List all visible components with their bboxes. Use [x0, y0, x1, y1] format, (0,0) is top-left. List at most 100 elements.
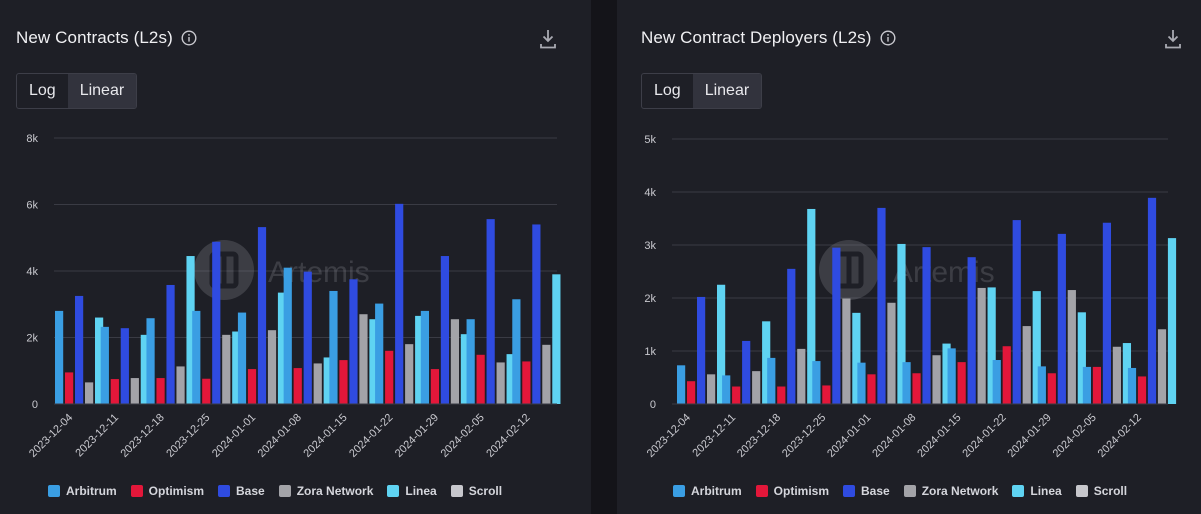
- bar-zora-network[interactable]: [752, 371, 761, 404]
- bar-zora-network[interactable]: [1112, 346, 1122, 404]
- legend-item-base[interactable]: Base: [218, 484, 265, 498]
- bar-arbitrum[interactable]: [1037, 366, 1046, 404]
- legend-item-optimism[interactable]: Optimism: [130, 484, 204, 498]
- legend-item-arbitrum[interactable]: Arbitrum: [673, 484, 742, 498]
- bar-arbitrum[interactable]: [100, 326, 109, 404]
- bar-zora-network[interactable]: [450, 319, 460, 404]
- bar-linea[interactable]: [95, 317, 104, 404]
- bar-arbitrum[interactable]: [283, 267, 292, 404]
- bar-linea[interactable]: [506, 354, 515, 404]
- bar-base[interactable]: [349, 279, 358, 404]
- bar-zora-network[interactable]: [85, 382, 94, 404]
- legend-item-zora-network[interactable]: Zora Network: [903, 484, 998, 498]
- bar-optimism[interactable]: [912, 373, 921, 404]
- bar-base[interactable]: [486, 219, 495, 404]
- legend-item-arbitrum[interactable]: Arbitrum: [48, 484, 117, 498]
- bar-linea[interactable]: [140, 334, 149, 404]
- bar-arbitrum[interactable]: [237, 312, 247, 404]
- bar-arbitrum[interactable]: [902, 362, 911, 404]
- bar-base[interactable]: [697, 296, 706, 404]
- bar-arbitrum[interactable]: [947, 348, 956, 404]
- bar-optimism[interactable]: [687, 381, 696, 404]
- bar-base[interactable]: [832, 247, 841, 404]
- bar-arbitrum[interactable]: [857, 362, 866, 404]
- bar-base[interactable]: [395, 203, 404, 404]
- info-circle-icon[interactable]: [181, 30, 197, 46]
- bar-linea[interactable]: [369, 319, 378, 404]
- bar-optimism[interactable]: [522, 361, 531, 404]
- bar-linea[interactable]: [323, 357, 332, 404]
- bar-arbitrum[interactable]: [146, 318, 155, 404]
- bar-zora-network[interactable]: [977, 287, 986, 404]
- bar-base[interactable]: [967, 257, 976, 404]
- bar-base[interactable]: [1102, 222, 1112, 404]
- bar-zora-network[interactable]: [496, 362, 505, 404]
- bar-zora-network[interactable]: [176, 366, 185, 404]
- bar-base[interactable]: [787, 268, 796, 404]
- bar-linea[interactable]: [415, 315, 424, 404]
- bar-optimism[interactable]: [156, 378, 165, 404]
- bar-arbitrum[interactable]: [512, 299, 521, 404]
- bar-arbitrum[interactable]: [466, 319, 475, 404]
- bar-linea[interactable]: [277, 292, 287, 404]
- bar-zora-network[interactable]: [405, 344, 414, 404]
- bar-zora-network[interactable]: [222, 334, 231, 404]
- bar-base[interactable]: [120, 328, 129, 404]
- bar-arbitrum[interactable]: [329, 290, 338, 404]
- bar-arbitrum[interactable]: [420, 310, 430, 404]
- bar-linea[interactable]: [552, 274, 561, 404]
- bar-linea[interactable]: [232, 331, 241, 404]
- bar-zora-network[interactable]: [313, 363, 322, 404]
- bar-linea[interactable]: [1032, 291, 1041, 404]
- bar-base[interactable]: [877, 207, 886, 404]
- legend-item-base[interactable]: Base: [843, 484, 890, 498]
- bar-linea[interactable]: [987, 287, 996, 404]
- bar-zora-network[interactable]: [130, 378, 139, 404]
- bar-zora-network[interactable]: [1067, 290, 1076, 404]
- bar-arbitrum[interactable]: [677, 365, 686, 404]
- bar-linea[interactable]: [1122, 343, 1132, 404]
- bar-zora-network[interactable]: [887, 302, 896, 404]
- bar-linea[interactable]: [897, 243, 906, 404]
- download-icon[interactable]: [1164, 28, 1182, 50]
- bar-arbitrum[interactable]: [992, 360, 1001, 404]
- bar-linea[interactable]: [1077, 312, 1086, 404]
- bar-optimism[interactable]: [247, 369, 257, 404]
- legend-item-scroll[interactable]: Scroll: [1075, 484, 1127, 498]
- bar-zora-network[interactable]: [1157, 329, 1167, 404]
- bar-optimism[interactable]: [1002, 346, 1011, 404]
- bar-zora-network[interactable]: [707, 374, 716, 404]
- bar-optimism[interactable]: [822, 385, 831, 404]
- bar-base[interactable]: [166, 284, 175, 404]
- bar-base[interactable]: [257, 227, 267, 404]
- bar-linea[interactable]: [762, 321, 771, 404]
- bar-base[interactable]: [440, 256, 450, 404]
- bar-optimism[interactable]: [732, 386, 741, 404]
- bar-optimism[interactable]: [385, 350, 394, 404]
- bar-arbitrum[interactable]: [192, 310, 201, 404]
- bar-base[interactable]: [1057, 233, 1066, 404]
- info-circle-icon[interactable]: [879, 30, 896, 46]
- bar-optimism[interactable]: [1092, 366, 1102, 404]
- bar-optimism[interactable]: [293, 368, 302, 404]
- bar-optimism[interactable]: [202, 378, 211, 404]
- bar-optimism[interactable]: [430, 369, 440, 404]
- bar-zora-network[interactable]: [932, 355, 941, 404]
- bar-arbitrum[interactable]: [722, 375, 731, 404]
- bar-base[interactable]: [922, 247, 931, 404]
- scale-log-button[interactable]: Log: [29, 82, 56, 99]
- bar-linea[interactable]: [807, 208, 816, 404]
- bar-base[interactable]: [75, 295, 84, 404]
- bar-base[interactable]: [212, 241, 221, 404]
- bar-base[interactable]: [1012, 220, 1021, 404]
- bar-linea[interactable]: [186, 256, 195, 404]
- bar-optimism[interactable]: [777, 386, 786, 404]
- bar-arbitrum[interactable]: [1082, 366, 1092, 404]
- download-icon[interactable]: [539, 28, 557, 50]
- bar-optimism[interactable]: [1137, 376, 1147, 404]
- bar-zora-network[interactable]: [267, 330, 277, 404]
- bar-optimism[interactable]: [957, 362, 966, 404]
- bar-base[interactable]: [1147, 197, 1157, 404]
- bar-linea[interactable]: [460, 334, 470, 404]
- legend-item-linea[interactable]: Linea: [387, 484, 437, 498]
